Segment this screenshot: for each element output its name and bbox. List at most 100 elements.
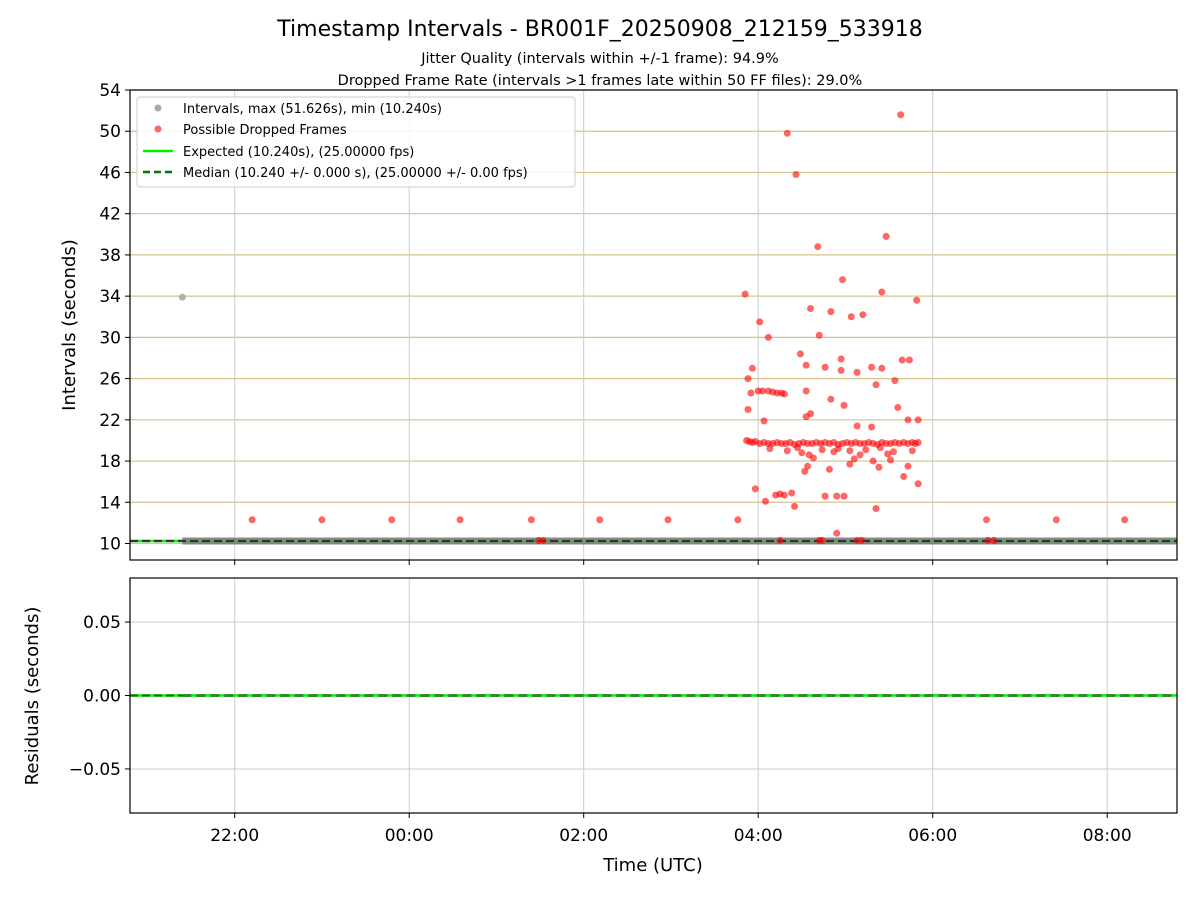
dropped-frame-point xyxy=(847,313,855,321)
x-tick-label: 08:00 xyxy=(1083,826,1132,846)
intervals-y-tick-label: 50 xyxy=(99,122,121,142)
dropped-frame-point xyxy=(759,387,767,395)
legend-label-expected: Expected (10.240s), (25.00000 fps) xyxy=(183,145,414,160)
dropped-frame-point xyxy=(792,171,800,179)
dropped-frame-point xyxy=(859,311,867,319)
dropped-frame-point xyxy=(796,350,804,358)
dropped-frame-point xyxy=(856,451,864,459)
dropped-frame-point xyxy=(807,305,815,313)
intervals-y-tick-label: 10 xyxy=(99,535,121,555)
dropped-frame-point xyxy=(872,504,880,512)
dropped-frame-point xyxy=(905,356,913,364)
dropped-frame-point xyxy=(766,445,774,453)
intervals-y-tick-label: 46 xyxy=(99,163,121,183)
intervals-y-axis-label: Intervals (seconds) xyxy=(59,239,80,411)
dropped-frame-point xyxy=(788,489,796,497)
x-tick-label: 04:00 xyxy=(734,826,783,846)
dropped-frame-point xyxy=(837,366,845,374)
dropped-frame-point xyxy=(761,497,769,505)
dropped-frame-point xyxy=(840,492,848,500)
dropped-frame-point xyxy=(853,422,861,430)
intervals-plot: 10 14 18 22 26 30 34 38 42 46 50 54 Intervals (seco… xyxy=(59,81,1178,565)
intervals-plot-frame xyxy=(129,89,1178,561)
dropped-frame-point xyxy=(802,361,810,369)
x-tick-label: 06:00 xyxy=(908,826,957,846)
dropped-frame-point xyxy=(456,516,464,524)
dropped-frame-point xyxy=(990,536,998,544)
dropped-frame-point xyxy=(747,389,755,397)
dropped-frame-point xyxy=(898,356,906,364)
dropped-frame-point xyxy=(914,480,922,488)
dropped-frame-point xyxy=(764,333,772,341)
dropped-frame-point xyxy=(802,413,810,421)
dropped-frame-point xyxy=(748,364,756,372)
dropped-frame-point xyxy=(853,368,861,376)
dropped-frame-point xyxy=(983,516,991,524)
dropped-frame-point xyxy=(878,288,886,296)
residuals-y-tick-label: 0.05 xyxy=(83,613,121,633)
x-axis-label: Time (UTC) xyxy=(602,855,703,876)
legend-label-dropped-frames: Possible Dropped Frames xyxy=(183,123,347,138)
dropped-frame-point xyxy=(318,516,326,524)
intervals-horizontal-gridlines xyxy=(130,89,1177,545)
dropped-frame-point xyxy=(857,536,865,544)
dropped-frame-point xyxy=(734,516,742,524)
residuals-y-axis-label: Residuals (seconds) xyxy=(22,607,43,786)
residuals-y-tick-label: 0.00 xyxy=(83,687,121,707)
dropped-frame-point xyxy=(791,502,799,510)
dropped-frame-point xyxy=(539,536,547,544)
dropped-frame-point xyxy=(825,465,833,473)
dropped-frame-point xyxy=(889,448,897,456)
dropped-frame-point xyxy=(804,462,812,470)
intervals-y-tick-label: 34 xyxy=(99,287,121,307)
dropped-frame-point xyxy=(868,423,876,431)
intervals-y-tick-label: 30 xyxy=(99,328,121,348)
legend-box xyxy=(136,96,576,188)
legend-marker-intervals xyxy=(154,104,162,112)
dropped-frame-point xyxy=(839,276,847,284)
x-tick-label: 00:00 xyxy=(385,826,434,846)
dropped-frame-point xyxy=(878,364,886,372)
dropped-frame-point xyxy=(664,516,672,524)
legend-label-intervals: Intervals, max (51.626s), min (10.240s) xyxy=(183,102,442,117)
residuals-y-tick-label: −0.05 xyxy=(69,760,121,780)
dropped-frame-point xyxy=(744,375,752,383)
dropped-frame-point xyxy=(876,444,884,452)
dropped-frame-point xyxy=(821,492,829,500)
dropped-frame-point xyxy=(821,363,829,371)
dropped-frame-point xyxy=(894,403,902,411)
legend: Intervals, max (51.626s), min (10.240s) … xyxy=(136,96,576,188)
dropped-frame-point xyxy=(900,473,908,481)
dropped-frame-point xyxy=(814,243,822,251)
dropped-frame-point xyxy=(756,318,764,326)
dropped-frame-point xyxy=(984,536,992,544)
dropped-frame-point xyxy=(830,448,838,456)
dropped-frame-point xyxy=(818,536,826,544)
residuals-y-ticks: −0.05 0.00 0.05 xyxy=(69,613,130,780)
dropped-frame-point xyxy=(872,381,880,389)
dropped-frame-point xyxy=(527,516,535,524)
dropped-frame-point xyxy=(914,439,922,446)
dropped-frame-point xyxy=(809,454,817,462)
intervals-x-ticks xyxy=(234,560,1108,565)
dropped-frame-point xyxy=(837,355,845,363)
dropped-frame-point xyxy=(904,462,912,470)
dropped-frame-point xyxy=(780,491,788,499)
x-tick-label: 22:00 xyxy=(210,826,259,846)
dropped-frame-point xyxy=(827,308,835,316)
x-tick-label: 02:00 xyxy=(559,826,608,846)
dropped-frame-point xyxy=(751,485,759,493)
dropped-frame-point xyxy=(840,401,848,409)
dropped-frame-point xyxy=(833,492,841,500)
intervals-y-tick-label: 18 xyxy=(99,452,121,472)
dropped-frame-point xyxy=(793,444,801,452)
dropped-frame-point xyxy=(776,536,784,544)
dropped-frame-point xyxy=(783,447,791,455)
intervals-y-tick-label: 42 xyxy=(99,205,121,225)
dropped-frame-point xyxy=(882,232,890,240)
dropped-frame-point xyxy=(862,446,870,454)
dropped-frame-point xyxy=(868,363,876,371)
dropped-frame-point xyxy=(869,457,877,465)
intervals-y-tick-label: 38 xyxy=(99,246,121,266)
